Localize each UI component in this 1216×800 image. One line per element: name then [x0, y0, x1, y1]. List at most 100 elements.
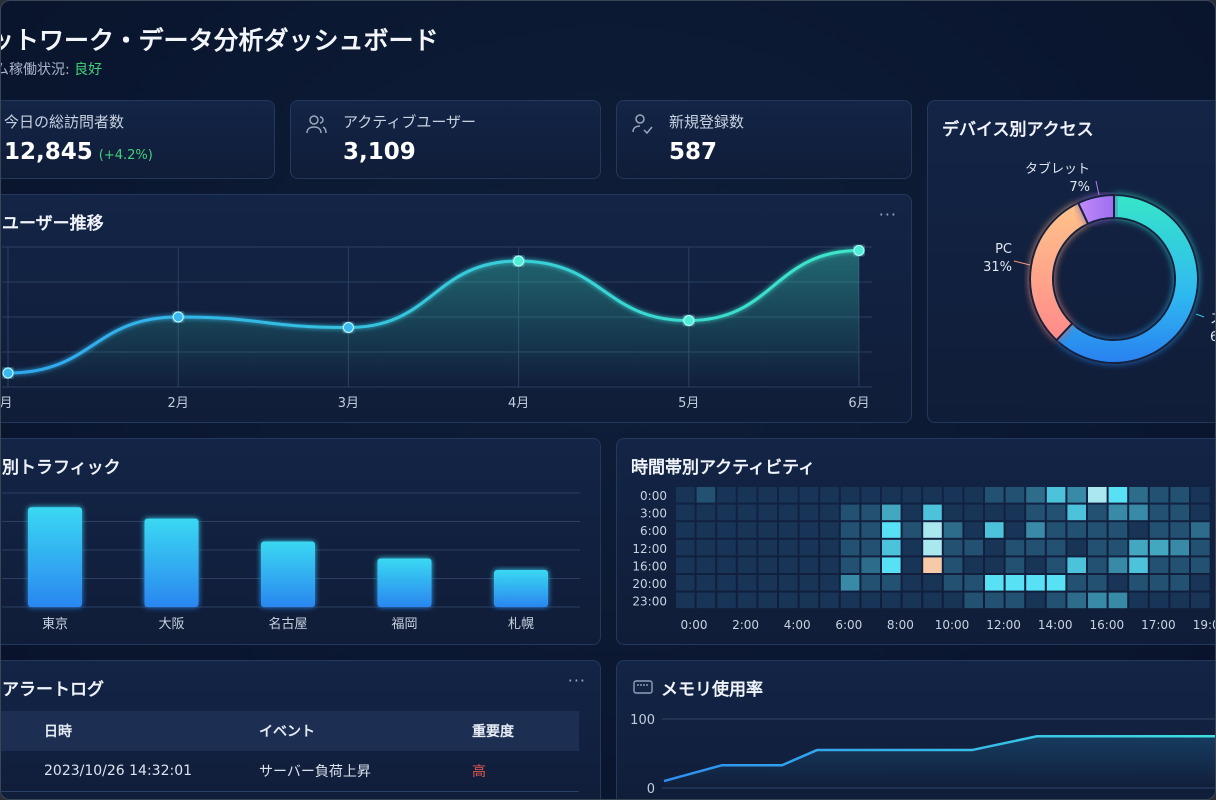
donut-slice [1076, 193, 1115, 226]
heatmap-cell [902, 487, 922, 503]
heatmap-cell [799, 522, 819, 538]
data-point [683, 315, 695, 326]
alert-table: 日時 イベント 重要度 5 2023/10/26 14:32:01 サーバー負荷… [1, 711, 579, 799]
donut-slice [1055, 193, 1199, 364]
column-header-datetime[interactable]: 日時 [44, 711, 259, 751]
heatmap-cell [820, 592, 839, 609]
heatmap-cell [799, 575, 819, 591]
heatmap-cell [717, 592, 736, 609]
heatmap-cell [861, 539, 880, 556]
device-access-panel: デバイス別アクセス ス 6 PC 31% タブレット 7% [927, 100, 1215, 423]
cell-datetime: 2023/10/26 14:32:01 [44, 751, 259, 792]
more-options-button[interactable]: ··· [567, 671, 586, 690]
heatmap-cell [737, 557, 757, 573]
heatmap-cell [1067, 557, 1086, 573]
heatmap-cell [758, 575, 777, 591]
heatmap-cell [861, 575, 880, 591]
heatmap-cell [696, 575, 716, 591]
heatmap-cell [985, 504, 1004, 521]
heatmap-cell [1005, 487, 1025, 503]
table-row[interactable] [1, 791, 579, 799]
heatmap-cell [902, 592, 922, 609]
column-header-severity[interactable]: 重要度 [472, 711, 579, 751]
memory-usage-panel: メモリ使用率 100 0 [616, 660, 1215, 799]
heatmap-cell [696, 539, 716, 556]
heatmap-cell [985, 557, 1004, 573]
kpi-total-visitors: 今日の総訪問者数 12,845 (+4.2%) [1, 100, 275, 179]
heatmap-cell [861, 557, 880, 573]
table-row[interactable]: 5 2023/10/26 14:32:01 サーバー負荷上昇 高 [1, 751, 579, 792]
heatmap-cell [820, 487, 839, 503]
heatmap-cell [964, 522, 983, 538]
x-tick-label: 6:00 [835, 618, 862, 632]
activity-heatmap: 0:00 3:00 6:00 12:00 16:00 20:00 23:00 0:00 2:00… [632, 487, 1215, 632]
heatmap-cell [840, 539, 860, 556]
heatmap-cell [1149, 487, 1169, 503]
x-tick-label: 札幌 [508, 616, 534, 632]
heatmap-cell [1170, 575, 1189, 591]
heatmap-cell [676, 522, 695, 538]
heatmap-cell [696, 487, 716, 503]
heatmap-cell [1129, 575, 1148, 591]
heatmap-cell [676, 592, 695, 609]
heatmap-cell [985, 487, 1004, 503]
heatmap-cell [1026, 504, 1045, 521]
y-tick-label: 0 [647, 782, 655, 797]
heatmap-cell [1108, 504, 1128, 521]
heatmap-cell [1088, 504, 1107, 521]
heatmap-cell [1046, 487, 1066, 503]
heatmap-cell [985, 592, 1004, 609]
data-point [172, 311, 184, 323]
heatmap-cell [1005, 539, 1025, 556]
cell-id: 5 [1, 751, 44, 792]
heatmap-cell [840, 557, 860, 573]
heatmap-cell [1026, 539, 1045, 556]
page-title: ットワーク・データ分析ダッシュボード [0, 26, 439, 55]
x-tick-label: 名古屋 [268, 616, 307, 632]
panel-title: デバイス別アクセス [942, 120, 1094, 140]
heatmap-cell [1191, 522, 1210, 538]
heatmap-cell [1046, 592, 1066, 609]
heatmap-cell [861, 504, 880, 521]
bar [28, 507, 82, 607]
slice-label: PC [995, 242, 1012, 257]
heatmap-cell [861, 487, 880, 503]
heatmap-cell [985, 539, 1004, 556]
heatmap-cell [1149, 557, 1169, 573]
x-tick-label: 東京 [42, 616, 68, 632]
x-tick-label: 8:00 [887, 618, 914, 632]
x-tick-label: 大阪 [158, 617, 184, 632]
memory-icon [633, 680, 653, 694]
heatmap-cell [820, 539, 839, 556]
y-tick-label: 3:00 [640, 507, 667, 521]
heatmap-cell [964, 557, 983, 573]
heatmap-cell [1129, 592, 1148, 609]
heatmap-cell [779, 592, 798, 609]
heatmap-cell [1005, 575, 1025, 591]
heatmap-cell [1191, 504, 1210, 521]
cell-severity: 高 [472, 751, 579, 792]
kpi-number: 12,845 [4, 139, 93, 165]
heatmap-cell [676, 487, 695, 503]
x-tick-label: 4:00 [784, 618, 811, 632]
heatmap-cell [758, 522, 777, 538]
more-options-button[interactable]: ··· [878, 205, 897, 224]
donut-chart: ス 6 PC 31% タブレット 7% [983, 161, 1215, 364]
kpi-label: 新規登録数 [669, 113, 745, 131]
heatmap-cell [1088, 575, 1107, 591]
heatmap-cell [1129, 487, 1148, 503]
column-header[interactable] [1, 711, 44, 751]
heatmap-cell [1026, 592, 1045, 609]
x-tick-label: 12:00 [986, 618, 1021, 632]
memory-area [664, 736, 1215, 788]
heatmap-cell [820, 575, 839, 591]
heatmap-cell [696, 504, 716, 521]
heatmap-cell [1026, 575, 1045, 591]
heatmap-cell [779, 557, 798, 573]
heatmap-cell [799, 592, 819, 609]
heatmap-cell [964, 575, 983, 591]
heatmap-cell [985, 575, 1004, 591]
column-header-event[interactable]: イベント [259, 711, 472, 751]
data-point [342, 322, 354, 333]
heatmap-cell [737, 575, 757, 591]
